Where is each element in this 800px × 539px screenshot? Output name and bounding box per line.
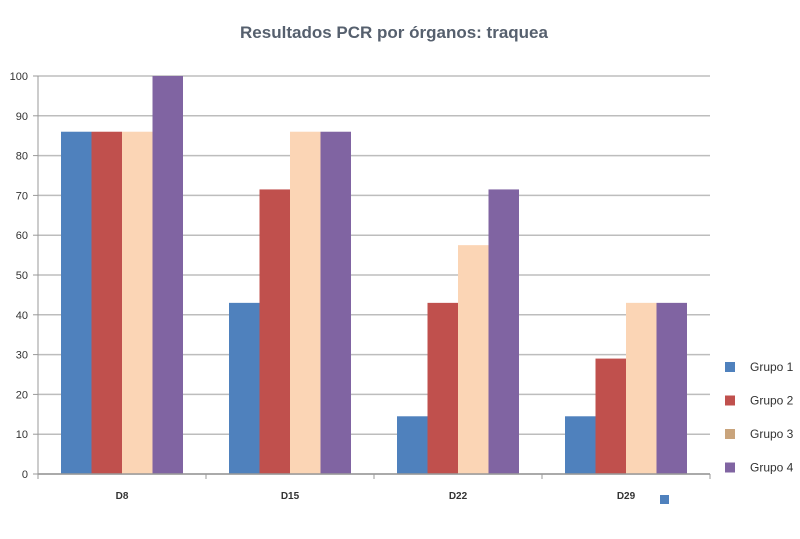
y-tick-label: 30 [16,350,28,362]
bar-d15-grupo-1 [229,302,260,474]
bar-d15-grupo-3 [290,131,321,474]
legend-swatch [725,362,735,372]
bar-d29-grupo-2 [595,358,626,474]
legend-label: Grupo 3 [750,427,794,441]
bar-d8-grupo-4 [152,76,183,474]
y-tick-label: 50 [16,270,28,282]
y-tick-label: 90 [16,111,28,123]
y-tick-label: 0 [22,469,28,481]
bar-d22-grupo-2 [427,302,458,474]
y-tick-label: 100 [10,71,28,83]
bar-d8-grupo-1 [61,131,92,474]
bar-d15-grupo-2 [259,189,290,474]
axes [37,76,711,479]
bar-d29-grupo-3 [626,302,657,474]
legend-label: Grupo 1 [750,360,794,374]
stray-marker [660,495,669,504]
bar-d22-grupo-3 [458,245,489,474]
y-tick-label: 80 [16,151,28,163]
bar-d29-grupo-1 [565,416,596,474]
legend-swatch [725,429,735,439]
bars [61,76,687,474]
legend-swatch [725,395,735,406]
legend-label: Grupo 2 [750,394,794,408]
x-tick-label: D29 [617,491,636,502]
y-tick-label: 10 [16,429,28,441]
x-axis-ticks: D8 D15 D22 D29 [116,491,636,502]
legend-label: Grupo 4 [750,461,794,475]
legend: Grupo 1 Grupo 2 Grupo 3 Grupo 4 [725,360,794,475]
bar-d29-grupo-4 [656,302,687,474]
y-tick-label: 70 [16,190,28,202]
legend-swatch [725,462,735,473]
bar-d8-grupo-3 [122,131,153,474]
chart-title: Resultados PCR por órganos: traquea [240,23,548,42]
bar-d22-grupo-4 [488,189,519,474]
y-axis-ticks: 0 10 20 30 40 50 60 70 80 90 100 [10,71,38,481]
x-tick-label: D22 [449,491,468,502]
bar-d15-grupo-4 [320,131,351,474]
bar-d8-grupo-2 [91,131,122,474]
x-tick-label: D15 [281,491,300,502]
y-tick-label: 60 [16,230,28,242]
y-tick-label: 40 [16,310,28,322]
bar-d22-grupo-1 [397,416,428,474]
y-tick-label: 20 [16,389,28,401]
x-tick-label: D8 [116,491,129,502]
